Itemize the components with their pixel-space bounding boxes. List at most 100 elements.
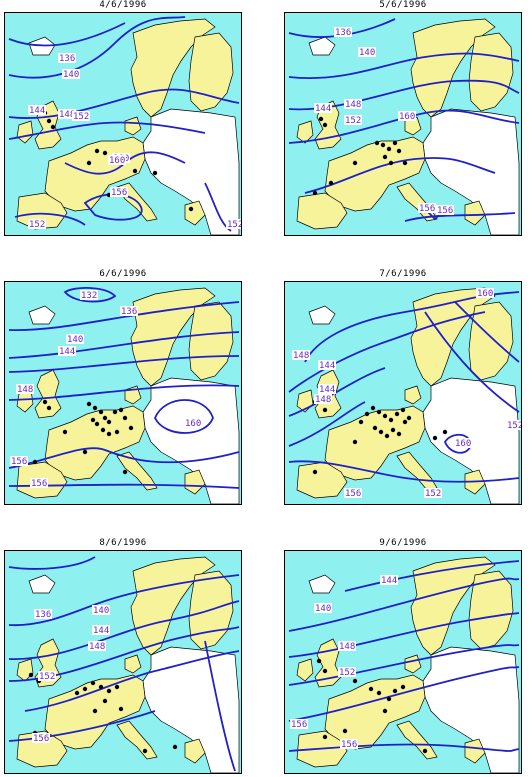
svg-text:144: 144 bbox=[93, 626, 109, 636]
isoline-label: 144 bbox=[28, 105, 46, 116]
station-dot bbox=[50, 124, 56, 130]
station-dot bbox=[106, 431, 112, 437]
isoline bbox=[8, 22, 126, 47]
svg-text:144: 144 bbox=[59, 347, 75, 357]
isoline-label: 136 bbox=[34, 609, 52, 620]
panel-date-title: 5/6/1996 bbox=[379, 0, 427, 10]
isoline-label: 148 bbox=[58, 109, 76, 120]
station-dot bbox=[388, 160, 394, 166]
isoline-label: 132 bbox=[80, 290, 98, 301]
isoline-label: 156 bbox=[30, 478, 48, 489]
isoline-label: 152 bbox=[38, 671, 56, 682]
station-dot bbox=[94, 421, 100, 427]
isoline-label: 136 bbox=[334, 27, 352, 38]
panel-date-title: 6/6/1996 bbox=[99, 269, 147, 279]
isoline-label: 148 bbox=[292, 350, 310, 361]
svg-text:144: 144 bbox=[315, 104, 331, 114]
map-panel: 7/6/1996 148 144 148 144 160 156 152 152 160 bbox=[284, 269, 522, 505]
land-region-highlight bbox=[188, 301, 234, 381]
station-dot bbox=[382, 413, 388, 419]
station-dot bbox=[394, 411, 400, 417]
isoline bbox=[288, 612, 520, 658]
station-dot bbox=[100, 427, 106, 433]
isoline bbox=[8, 384, 240, 401]
station-dot bbox=[322, 122, 328, 128]
station-dot bbox=[86, 160, 92, 166]
isoline-label: 144 bbox=[318, 360, 336, 371]
svg-text:136: 136 bbox=[335, 28, 351, 38]
isoline-label: 136 bbox=[58, 53, 76, 64]
station-dot bbox=[132, 168, 138, 174]
station-dot bbox=[406, 415, 412, 421]
isoline-label: 160 bbox=[108, 155, 126, 166]
isoline bbox=[204, 640, 236, 772]
isoline bbox=[304, 157, 496, 194]
svg-text:148: 148 bbox=[339, 642, 355, 652]
land-region-highlight bbox=[296, 658, 314, 682]
isoline-label: 152 bbox=[28, 219, 46, 230]
isoline bbox=[288, 644, 520, 686]
station-dot bbox=[92, 405, 98, 411]
svg-text:160: 160 bbox=[477, 289, 493, 299]
land-region-highlight bbox=[16, 658, 34, 682]
isoline-label: 140 bbox=[62, 69, 80, 80]
isoline bbox=[83, 193, 143, 221]
station-dot bbox=[382, 708, 388, 714]
station-dot bbox=[358, 419, 364, 425]
station-dot bbox=[90, 680, 96, 686]
panel-date-title: 7/6/1996 bbox=[379, 269, 427, 279]
land-region-highlight bbox=[116, 451, 158, 491]
panel-date-title: 4/6/1996 bbox=[99, 0, 147, 10]
svg-text:144: 144 bbox=[319, 385, 335, 395]
isoline bbox=[8, 16, 186, 79]
land-region-highlight bbox=[314, 638, 342, 688]
station-dot bbox=[368, 686, 374, 692]
svg-text:132: 132 bbox=[81, 291, 97, 301]
land-region bbox=[28, 305, 56, 325]
isoline bbox=[63, 287, 117, 303]
station-dot bbox=[92, 708, 98, 714]
svg-text:156: 156 bbox=[345, 489, 361, 499]
isoline bbox=[288, 666, 520, 722]
svg-text:148: 148 bbox=[17, 385, 33, 395]
station-dot bbox=[312, 190, 318, 196]
map-panel: 4/6/1996136140144148152160156160152152 bbox=[4, 0, 242, 236]
map-panel: 9/6/1996 144 140 148 152 156 156 bbox=[284, 538, 522, 774]
isoline-label: 148 bbox=[338, 641, 356, 652]
isoline bbox=[14, 212, 86, 226]
svg-text:152: 152 bbox=[345, 116, 361, 126]
isoline-label: 152 bbox=[506, 420, 521, 431]
station-dot bbox=[322, 734, 328, 740]
svg-text:156: 156 bbox=[31, 479, 47, 489]
svg-text:140: 140 bbox=[93, 606, 109, 616]
isoline-label: 140 bbox=[92, 605, 110, 616]
station-dot bbox=[390, 427, 396, 433]
isoline bbox=[288, 577, 520, 632]
svg-text:160: 160 bbox=[399, 112, 415, 122]
isoline-label: 140 bbox=[66, 334, 84, 345]
station-dot bbox=[46, 405, 52, 411]
station-dot bbox=[98, 684, 104, 690]
station-dot bbox=[172, 744, 178, 750]
land-region-highlight bbox=[124, 654, 142, 674]
isoline-label: 148 bbox=[314, 394, 332, 405]
isoline-label: 156 bbox=[340, 739, 358, 750]
svg-text:148: 148 bbox=[315, 395, 331, 405]
svg-text:152: 152 bbox=[73, 112, 89, 122]
station-dot bbox=[106, 688, 112, 694]
land-region-highlight bbox=[184, 738, 206, 764]
isoline bbox=[288, 743, 520, 752]
svg-text:148: 148 bbox=[89, 642, 105, 652]
land-region-highlight bbox=[404, 385, 422, 405]
land-region-highlight bbox=[116, 720, 158, 760]
land-region-highlight bbox=[468, 301, 514, 381]
station-dot bbox=[432, 435, 438, 441]
station-dot bbox=[352, 678, 358, 684]
isoline bbox=[8, 710, 156, 742]
svg-text:140: 140 bbox=[67, 335, 83, 345]
svg-text:148: 148 bbox=[293, 351, 309, 361]
land-region bbox=[308, 305, 336, 325]
svg-text:160: 160 bbox=[455, 439, 471, 449]
land-region-highlight bbox=[296, 120, 314, 144]
station-dot bbox=[122, 469, 128, 475]
